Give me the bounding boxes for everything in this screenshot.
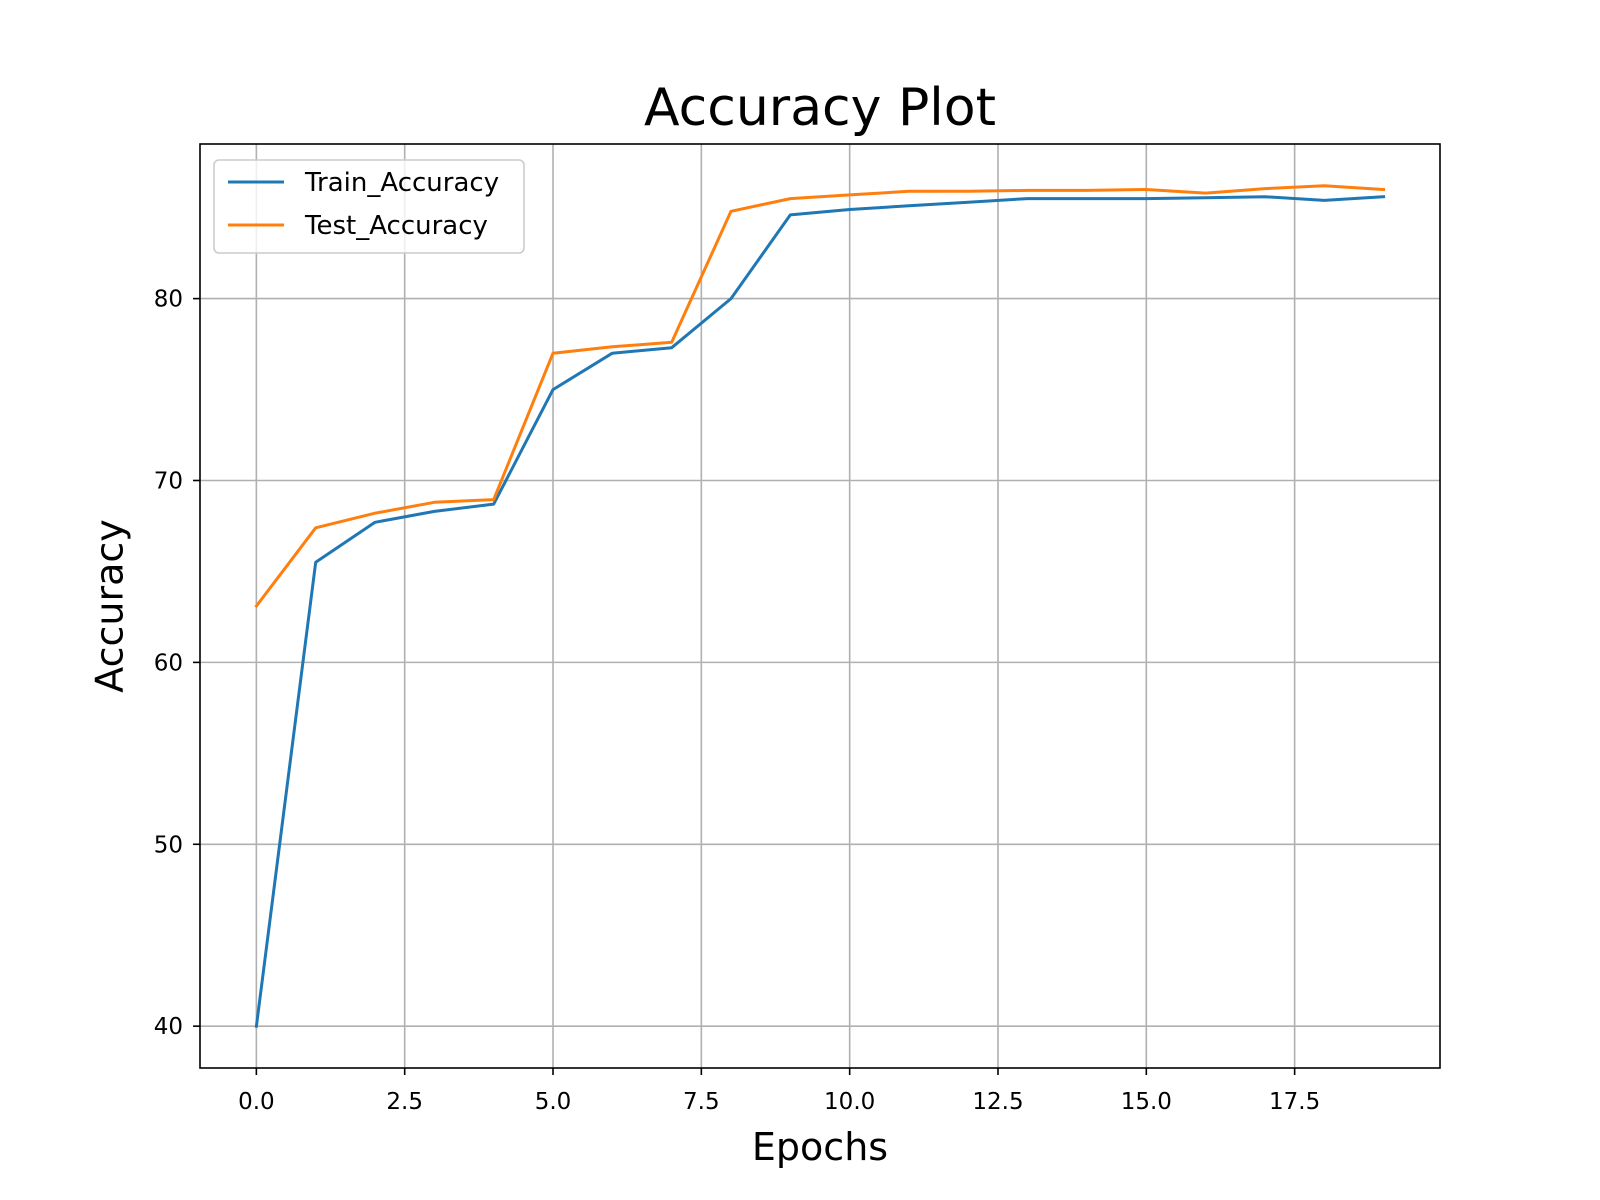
y-tick-label: 80 (154, 287, 183, 313)
chart-title: Accuracy Plot (644, 78, 996, 138)
ticks: 0.0 2.5 5.0 7.5 10.0 12.5 15.0 17.5 40 50 60 70 80 (154, 287, 1321, 1115)
grid (200, 144, 1440, 1068)
legend-box (213, 159, 525, 254)
x-axis-label: Epochs (752, 1125, 888, 1169)
series-lines (254, 184, 1386, 1028)
x-tick-label: 5.0 (535, 1089, 572, 1115)
legend-label: Test_Accuracy (304, 211, 488, 241)
series-line-train-accuracy (254, 195, 1386, 1028)
y-tick-label: 70 (154, 468, 183, 494)
legend: Train_Accuracy Test_Accuracy (213, 159, 525, 254)
x-tick-label: 17.5 (1269, 1089, 1320, 1115)
x-tick-label: 15.0 (1121, 1089, 1172, 1115)
y-tick-label: 40 (154, 1014, 183, 1040)
series-line-test-accuracy (254, 184, 1386, 609)
x-tick-label: 2.5 (386, 1089, 423, 1115)
plot-frame (199, 143, 1441, 1069)
x-tick-label: 7.5 (683, 1089, 720, 1115)
y-axis-label: Accuracy (88, 519, 132, 693)
y-tick-label: 50 (154, 832, 183, 858)
legend-label: Train_Accuracy (304, 168, 499, 198)
x-tick-label: 0.0 (238, 1089, 275, 1115)
x-tick-label: 12.5 (972, 1089, 1023, 1115)
y-tick-label: 60 (154, 650, 183, 676)
x-tick-label: 10.0 (824, 1089, 875, 1115)
